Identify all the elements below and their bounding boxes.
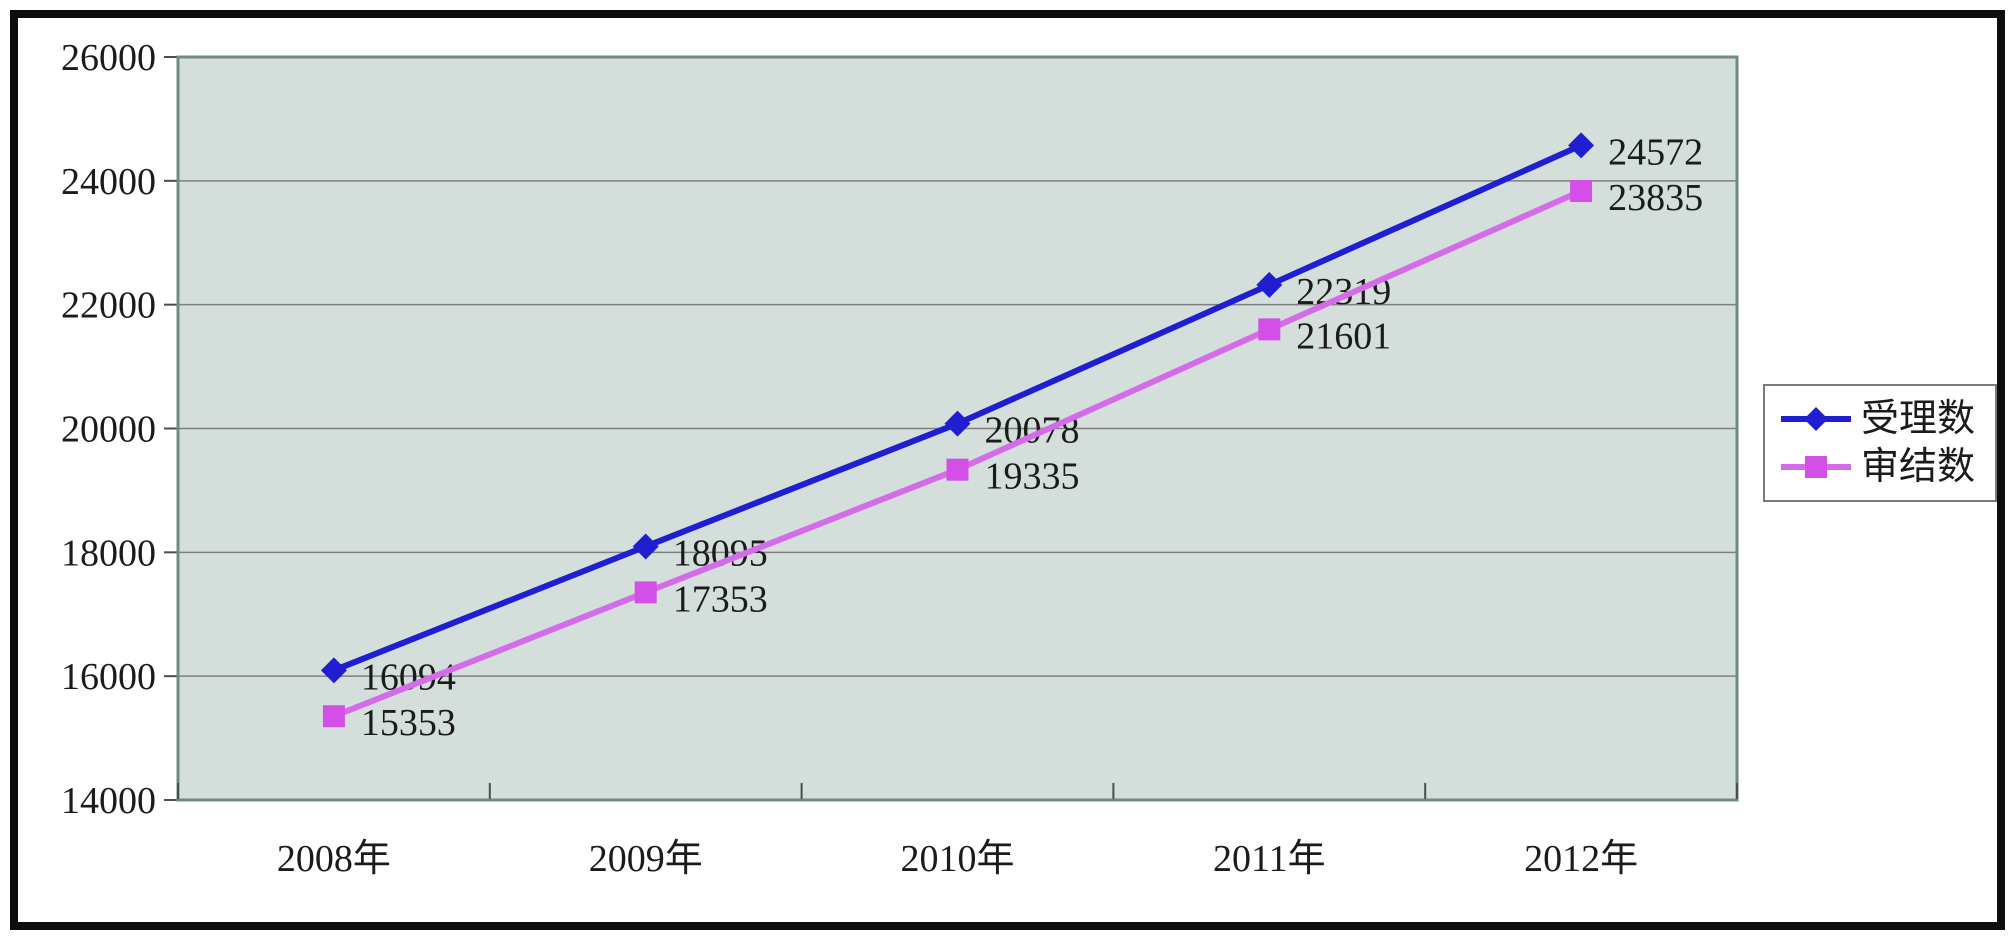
x-axis-label: 2011年 [1213, 838, 1326, 880]
data-label: 21601 [1296, 315, 1391, 357]
data-label: 17353 [673, 578, 768, 620]
x-axis-label: 2010年 [900, 838, 1014, 880]
x-axis-label: 2008年 [277, 838, 391, 880]
diamond-marker [632, 533, 659, 560]
legend-marker-diamond-icon [1781, 407, 1851, 431]
data-label: 15353 [361, 702, 456, 744]
data-label: 19335 [985, 456, 1080, 498]
y-axis-label: 18000 [61, 532, 156, 574]
y-axis-label: 20000 [61, 409, 156, 451]
y-axis-label: 26000 [61, 37, 156, 79]
diamond-marker [1256, 271, 1283, 298]
data-label: 18095 [673, 532, 768, 574]
y-axis-label: 24000 [61, 161, 156, 203]
legend-marker-square-icon [1781, 456, 1851, 478]
square-marker [1570, 180, 1593, 203]
x-axis-label: 2009年 [589, 838, 703, 880]
data-label: 23835 [1608, 177, 1703, 219]
square-marker [1258, 318, 1281, 341]
square-marker [946, 458, 969, 481]
legend-item-0: 受理数 [1779, 400, 1995, 438]
data-label: 20078 [985, 410, 1080, 452]
y-axis-label: 22000 [61, 285, 156, 327]
legend-label: 受理数 [1861, 398, 1976, 440]
diamond-marker [320, 657, 347, 684]
y-axis-label: 16000 [61, 656, 156, 698]
square-marker [322, 705, 345, 728]
plot-border [176, 55, 1739, 802]
data-label: 16094 [361, 656, 456, 698]
x-axis-label: 2012年 [1524, 838, 1638, 880]
legend-label: 审结数 [1861, 446, 1976, 488]
y-axis-label: 14000 [61, 780, 156, 822]
square-marker [634, 581, 657, 604]
diamond-marker [944, 410, 971, 437]
legend-item-1: 审结数 [1779, 448, 1995, 486]
diamond-marker [1568, 132, 1595, 159]
legend: 受理数 审结数 [1763, 384, 1997, 502]
data-label: 22319 [1296, 271, 1391, 313]
data-label: 24572 [1608, 131, 1703, 173]
